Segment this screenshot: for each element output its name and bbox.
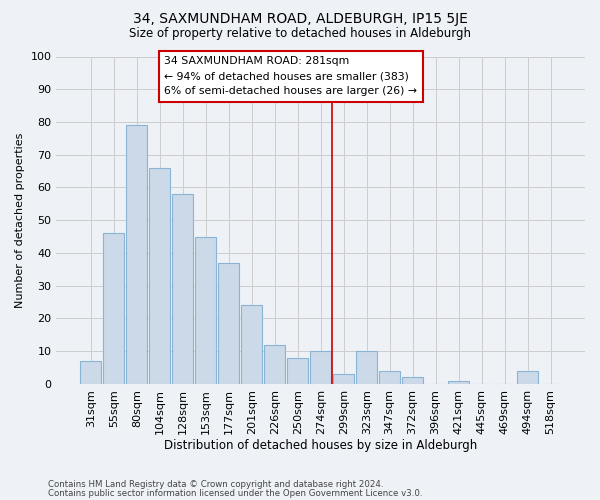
Text: Contains public sector information licensed under the Open Government Licence v3: Contains public sector information licen…: [48, 488, 422, 498]
Bar: [172, 194, 193, 384]
Text: 34, SAXMUNDHAM ROAD, ALDEBURGH, IP15 5JE: 34, SAXMUNDHAM ROAD, ALDEBURGH, IP15 5JE: [133, 12, 467, 26]
Bar: [287, 358, 308, 384]
Bar: [103, 234, 124, 384]
Bar: [448, 380, 469, 384]
Bar: [241, 306, 262, 384]
Bar: [356, 351, 377, 384]
Bar: [149, 168, 170, 384]
Bar: [127, 126, 147, 384]
Y-axis label: Number of detached properties: Number of detached properties: [15, 132, 25, 308]
Bar: [403, 378, 423, 384]
Bar: [265, 344, 285, 384]
Bar: [310, 351, 331, 384]
Bar: [218, 263, 239, 384]
Bar: [379, 371, 400, 384]
X-axis label: Distribution of detached houses by size in Aldeburgh: Distribution of detached houses by size …: [164, 440, 478, 452]
Bar: [334, 374, 354, 384]
Bar: [80, 361, 101, 384]
Bar: [517, 371, 538, 384]
Bar: [196, 236, 216, 384]
Text: Contains HM Land Registry data © Crown copyright and database right 2024.: Contains HM Land Registry data © Crown c…: [48, 480, 383, 489]
Text: Size of property relative to detached houses in Aldeburgh: Size of property relative to detached ho…: [129, 28, 471, 40]
Text: 34 SAXMUNDHAM ROAD: 281sqm
← 94% of detached houses are smaller (383)
6% of semi: 34 SAXMUNDHAM ROAD: 281sqm ← 94% of deta…: [164, 56, 418, 96]
